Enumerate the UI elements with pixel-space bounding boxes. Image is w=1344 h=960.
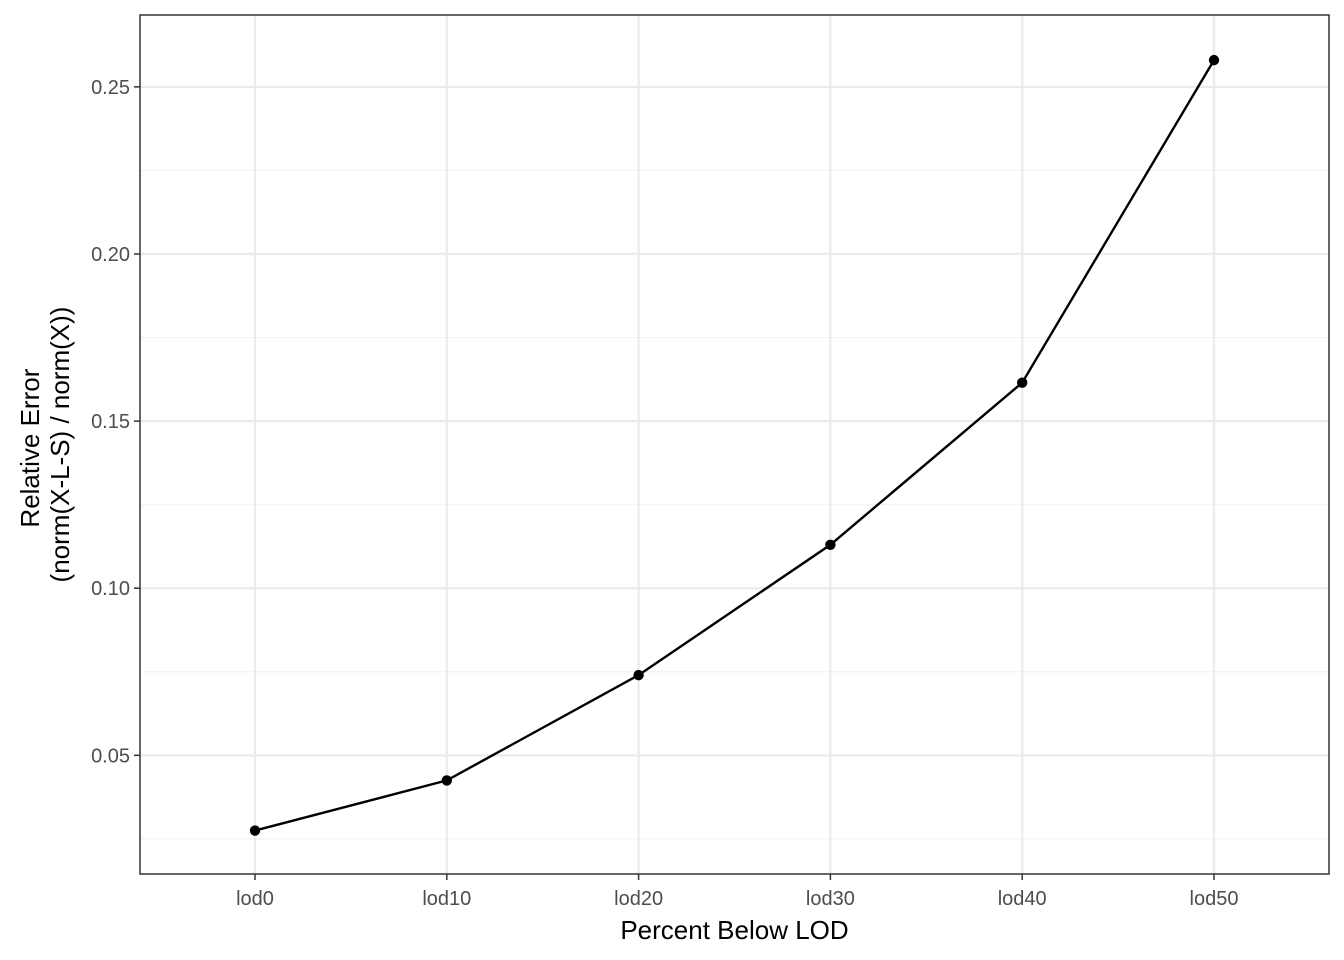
tick-labels: 0.05 0.10 0.15 0.20 0.25 lod0 lod10 lod20 lod30 l…: [91, 77, 1238, 910]
data-point-lod30: [825, 539, 836, 550]
x-tick-label-lod40: lod40: [998, 888, 1047, 910]
y-axis-title: Relative Error (norm(X-L-S) / norm(X)): [15, 307, 75, 583]
x-tick-label-lod30: lod30: [806, 888, 855, 910]
x-axis-title: Percent Below LOD: [620, 915, 848, 945]
data-point-lod20: [633, 669, 644, 681]
y-axis-title-line-2: (norm(X-L-S) / norm(X)): [45, 307, 75, 583]
data-point-lod40: [1017, 377, 1028, 388]
y-tick-label: 0.25: [91, 77, 130, 99]
panel-border: [139, 14, 1330, 875]
data-point-lod50: [1208, 54, 1220, 66]
data-point-lod0: [249, 825, 261, 836]
grid-lines: [140, 15, 1329, 874]
x-tick-label-lod50: lod50: [1190, 888, 1239, 910]
x-tick-label-lod0: lod0: [236, 888, 274, 910]
y-tick-label: 0.20: [91, 244, 130, 266]
x-tick-label-lod10: lod10: [422, 888, 471, 910]
data-series: [249, 54, 1220, 836]
y-axis-title-line-1: Relative Error: [15, 368, 45, 527]
y-tick-label: 0.05: [91, 745, 130, 767]
x-tick-label-lod20: lod20: [614, 888, 663, 910]
data-point-lod10: [441, 775, 452, 786]
y-tick-label: 0.15: [91, 411, 130, 433]
y-tick-label: 0.10: [91, 578, 130, 600]
series-line: [254, 59, 1216, 832]
axis-ticks: [134, 86, 1215, 880]
